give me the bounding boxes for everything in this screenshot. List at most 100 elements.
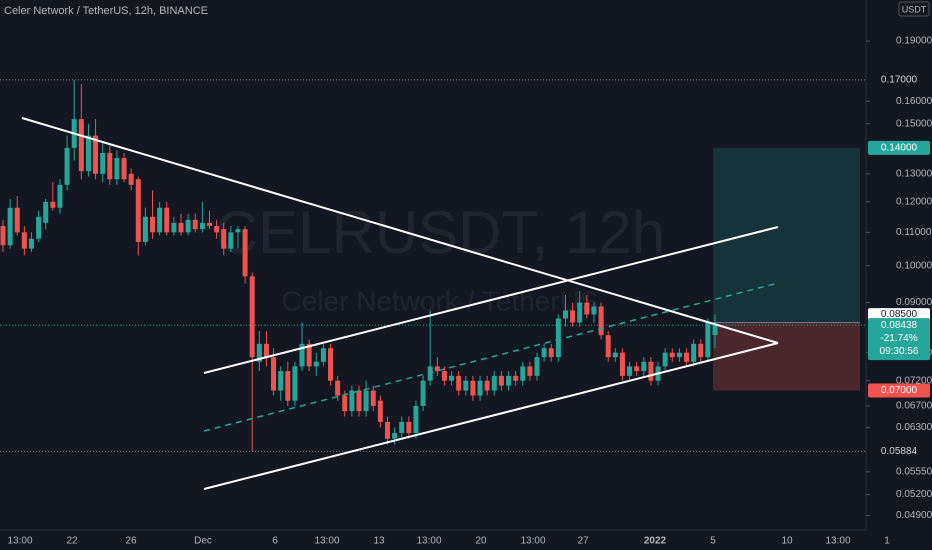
candle-body	[57, 184, 63, 208]
candle-body	[278, 371, 284, 391]
candle-body	[292, 366, 298, 401]
y-tick-label: 0.12000	[896, 196, 932, 207]
candle-body	[121, 158, 127, 180]
candle-body	[157, 207, 163, 233]
candle-body	[64, 147, 70, 185]
candle-body	[676, 352, 682, 358]
candle-body	[342, 395, 348, 412]
candle-body	[434, 366, 440, 372]
target-label-box	[868, 140, 930, 155]
candle-body	[449, 375, 455, 381]
entry-label: 0.08500	[881, 309, 918, 320]
candle-body	[392, 433, 398, 439]
candle-body	[627, 366, 633, 376]
candle-body	[548, 348, 554, 358]
candle-body	[634, 366, 640, 372]
candle-body	[399, 421, 405, 434]
marker-value: 0.05884	[881, 446, 918, 457]
x-tick-label: 13:00	[314, 536, 339, 547]
candle-body	[470, 380, 476, 396]
candle-body	[285, 371, 291, 401]
candle-body	[21, 232, 27, 249]
candle-body	[662, 352, 668, 367]
candle-body	[705, 322, 711, 358]
candle-body	[463, 380, 469, 391]
candle-body	[598, 306, 604, 336]
x-tick-label: 10	[781, 536, 793, 547]
watermark: CELRUSDT, 12h	[215, 199, 665, 266]
y-tick-label: 0.13000	[896, 168, 932, 179]
candle-body	[135, 179, 141, 242]
candle-body	[612, 352, 618, 358]
y-tick-label: 0.06300	[896, 422, 932, 433]
candle-body	[50, 201, 56, 208]
candle-body	[249, 276, 255, 358]
candle-body	[698, 343, 704, 358]
candle-body	[712, 325, 718, 336]
y-tick-label: 0.19000	[896, 36, 932, 47]
candle-body	[114, 158, 120, 180]
chart-title: Celer Network / TetherUS, 12h, BINANCE	[4, 5, 208, 17]
x-tick-label: 5	[710, 536, 716, 547]
candle-body	[93, 135, 99, 174]
candle-body	[669, 352, 675, 358]
x-tick-label: 13:00	[520, 536, 545, 547]
candle-body	[570, 310, 576, 323]
candle-body	[413, 405, 419, 434]
y-tick-label: 0.09000	[896, 297, 932, 308]
y-tick-label: 0.07200	[896, 375, 932, 386]
marker-value-box	[868, 72, 930, 87]
candle-body	[534, 357, 540, 376]
marker-value: 0.17000	[881, 75, 918, 86]
candle-body	[591, 306, 597, 315]
candle-body	[320, 348, 326, 362]
candle-body	[520, 366, 526, 381]
candle-body	[691, 343, 697, 362]
countdown: 09:30:56	[880, 346, 919, 357]
candle-body	[78, 119, 84, 172]
candle-body	[36, 216, 42, 239]
x-tick-label: Dec	[194, 536, 212, 547]
candle-body	[684, 352, 690, 362]
target-label: 0.14000	[881, 143, 918, 154]
candle-body	[370, 390, 376, 406]
trendline	[203, 226, 779, 374]
candle-body	[420, 380, 426, 406]
target-zone	[713, 147, 860, 323]
candle-body	[43, 201, 49, 223]
candle-body	[271, 357, 277, 391]
candle-body	[328, 348, 334, 381]
candle-body	[491, 375, 497, 391]
candle-body	[506, 375, 512, 386]
current-change: -21.74%	[880, 333, 917, 344]
current-box	[868, 318, 930, 361]
trendlines	[21, 117, 779, 490]
candle-body	[306, 343, 312, 367]
y-tick-label: 0.05200	[896, 489, 932, 500]
trendline	[21, 117, 779, 344]
candle-body	[128, 173, 134, 185]
candle-body	[235, 229, 241, 233]
candle-body	[498, 375, 504, 386]
x-tick-label: 22	[66, 536, 78, 547]
candle-body	[107, 152, 113, 180]
candle-body	[584, 302, 590, 315]
x-tick-label: 6	[272, 536, 278, 547]
candle-body	[384, 421, 390, 439]
y-tick-label: 0.15000	[896, 118, 932, 129]
y-tick-label: 0.11000	[896, 227, 932, 238]
marker-value-box	[868, 444, 930, 459]
candle-body	[406, 421, 412, 434]
x-tick-label: 13	[373, 536, 385, 547]
candle-body	[513, 375, 519, 381]
candle-body	[28, 238, 34, 249]
candle-body	[313, 361, 319, 367]
candle-body	[299, 343, 305, 367]
candle-body	[441, 371, 447, 381]
stop-label-box	[868, 383, 930, 398]
stop-zone	[713, 322, 860, 391]
x-tick-label: 13:00	[416, 536, 441, 547]
candle-body	[527, 366, 533, 376]
candle-body	[605, 335, 611, 358]
